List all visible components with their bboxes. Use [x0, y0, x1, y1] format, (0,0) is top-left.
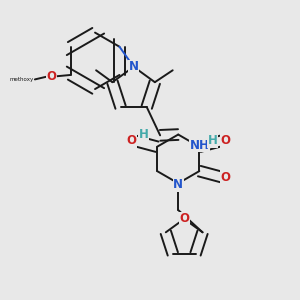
- Text: O: O: [126, 134, 136, 147]
- Text: O: O: [220, 134, 230, 147]
- Text: N: N: [173, 178, 183, 191]
- Text: NH: NH: [189, 139, 209, 152]
- Text: N: N: [129, 60, 139, 73]
- Text: O: O: [179, 212, 189, 226]
- Text: H: H: [139, 128, 149, 141]
- Text: O: O: [46, 70, 56, 83]
- Text: methoxy: methoxy: [9, 77, 33, 82]
- Text: H: H: [208, 134, 218, 147]
- Text: O: O: [220, 170, 230, 184]
